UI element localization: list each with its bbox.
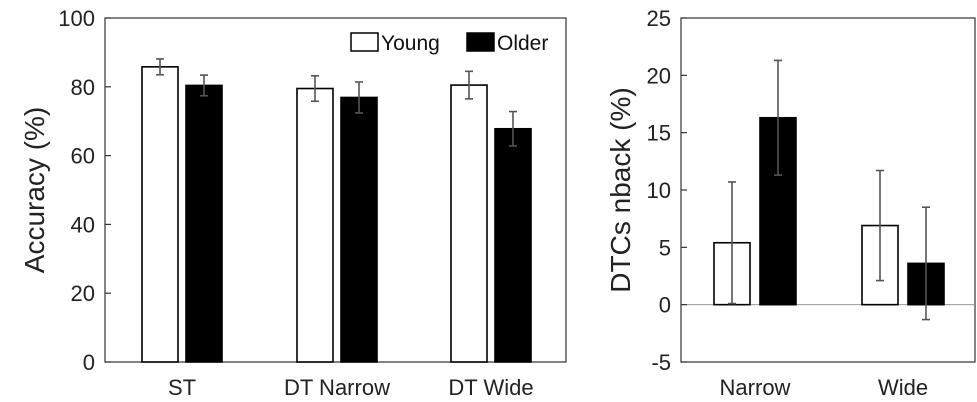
accuracy-y-ticks: 0 20 40 60 80 100 xyxy=(58,6,111,375)
legend-label-young: Young xyxy=(381,32,440,55)
accuracy-bar-young-dt-narrow xyxy=(296,87,334,363)
accuracy-x-tick-labels: ST DT Narrow DT Wide xyxy=(168,375,534,400)
dtc-y-tick-label: 5 xyxy=(659,235,671,260)
accuracy-y-tick-label: 20 xyxy=(71,281,95,306)
dtc-bars xyxy=(713,59,945,321)
accuracy-x-tick-label-dt-narrow: DT Narrow xyxy=(284,375,390,400)
accuracy-x-tick-label-dt-wide: DT Wide xyxy=(448,375,533,400)
accuracy-bars xyxy=(141,58,532,363)
accuracy-bar-older-st xyxy=(185,84,223,363)
dtc-y-axis-label: DTCs nback (%) xyxy=(605,87,636,292)
accuracy-y-tick-label: 60 xyxy=(71,144,95,169)
accuracy-x-tick-label-st: ST xyxy=(168,375,196,400)
accuracy-y-tick-label: 80 xyxy=(71,75,95,100)
dtc-y-tick-label: 20 xyxy=(647,63,671,88)
accuracy-bar-young-st xyxy=(141,66,179,363)
dtc-x-tick-label-narrow: Narrow xyxy=(720,375,791,400)
dtc-y-tick-label: 10 xyxy=(647,178,671,203)
accuracy-chart: 0 20 40 60 80 100 ST DT Narrow DT Wide Accuracy… xyxy=(19,6,567,400)
dtc-y-tick-label: 15 xyxy=(647,121,671,146)
accuracy-y-axis-label: Accuracy (%) xyxy=(19,107,50,273)
dtc-y-tick-label: 0 xyxy=(659,293,671,318)
dtc-chart: -5 0 5 10 15 20 25 Narrow Wide DTCs nback (%) xyxy=(605,6,976,400)
accuracy-plot-area xyxy=(104,17,567,363)
accuracy-bar-older-dt-wide xyxy=(494,127,532,363)
legend: Young Older xyxy=(350,32,548,55)
legend-swatch-young xyxy=(350,32,379,52)
dtc-y-tick-label: 25 xyxy=(647,6,671,31)
legend-label-older: Older xyxy=(497,32,548,55)
dtc-plot-area xyxy=(680,17,976,363)
accuracy-y-tick-label: 40 xyxy=(71,212,95,237)
dtc-y-tick-label: -5 xyxy=(651,350,671,375)
dtc-x-tick-labels: Narrow Wide xyxy=(720,375,929,400)
accuracy-y-tick-label: 100 xyxy=(58,6,95,31)
dtc-y-ticks: -5 0 5 10 15 20 25 xyxy=(647,6,687,375)
accuracy-bar-older-dt-narrow xyxy=(340,96,378,363)
accuracy-y-tick-label: 0 xyxy=(83,350,95,375)
legend-swatch-older xyxy=(466,32,495,52)
accuracy-bar-young-dt-wide xyxy=(450,84,488,363)
dtc-x-tick-label-wide: Wide xyxy=(878,375,928,400)
